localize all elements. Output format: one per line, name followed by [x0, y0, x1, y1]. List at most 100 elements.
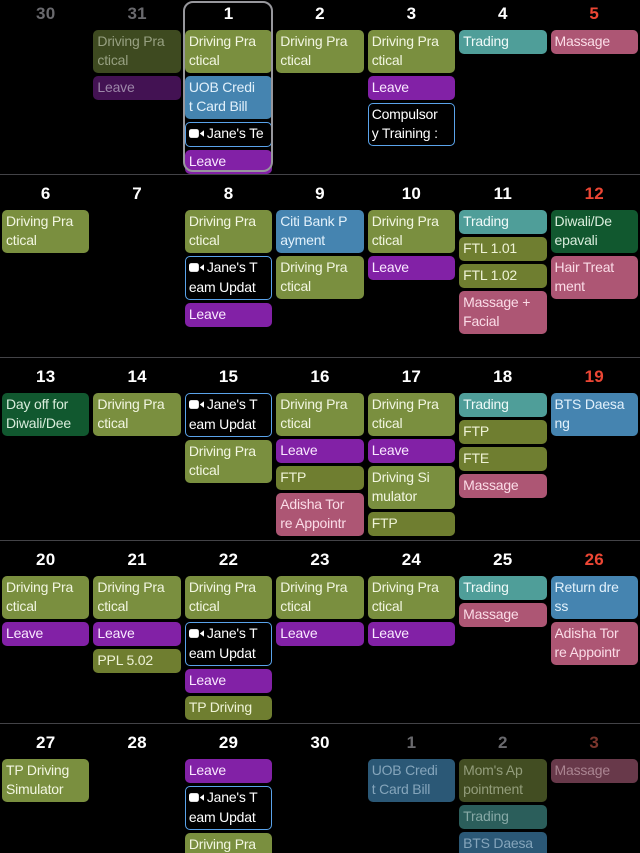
event-chip[interactable]: Jane's T eam Updat: [184, 622, 273, 666]
day-cell[interactable]: 13 Day off for Diwali/Dee: [0, 358, 91, 540]
day-cell[interactable]: 3 Massage: [549, 724, 640, 853]
event-chip[interactable]: Driving Si mulator: [367, 466, 456, 509]
day-cell[interactable]: 4 Trading: [457, 0, 548, 174]
event-chip[interactable]: Leave: [367, 76, 456, 100]
day-cell[interactable]: 26 Return dre ss Adisha Tor re Appointr: [549, 541, 640, 723]
event-chip[interactable]: TP Driving: [184, 696, 273, 720]
event-chip[interactable]: Leave: [367, 439, 456, 463]
event-chip[interactable]: Leave: [184, 150, 273, 174]
event-chip[interactable]: Jane's Te: [184, 122, 273, 147]
event-chip[interactable]: Trading: [459, 393, 547, 417]
day-cell[interactable]: 17 Driving Pra ctical Leave Driving Si mulato…: [366, 358, 457, 540]
event-chip[interactable]: Hair Treat ment: [550, 256, 638, 299]
day-cell[interactable]: 10 Driving Pra ctical Leave: [366, 175, 457, 357]
event-chip[interactable]: Massage: [459, 603, 547, 627]
day-cell[interactable]: 3 Driving Pra ctical Leave Compulsor y Traini…: [366, 0, 457, 174]
event-chip[interactable]: Adisha Tor re Appointr: [550, 622, 638, 665]
day-cell[interactable]: 31 Driving Pra ctical Leave: [91, 0, 182, 174]
event-chip[interactable]: Leave: [184, 759, 273, 783]
event-chip[interactable]: Leave: [2, 622, 90, 646]
event-chip[interactable]: Massage: [459, 474, 547, 498]
event-chip[interactable]: Citi Bank P ayment: [276, 210, 364, 253]
event-chip[interactable]: Leave: [93, 622, 181, 646]
day-cell[interactable]: 11 Trading FTL 1.01 FTL 1.02 Massage + Facial: [457, 175, 548, 357]
day-cell[interactable]: 1 Driving Pra ctical UOB Credi t Card Bill Ja…: [182, 0, 274, 174]
event-chip[interactable]: PPL 5.02: [93, 649, 181, 673]
day-cell[interactable]: 14 Driving Pra ctical: [91, 358, 182, 540]
event-chip[interactable]: Compulsor y Training :: [367, 103, 456, 146]
event-chip[interactable]: UOB Credi t Card Bill: [367, 759, 456, 802]
event-chip[interactable]: Massage: [550, 30, 638, 54]
event-chip[interactable]: Leave: [184, 669, 273, 693]
event-chip[interactable]: Massage: [550, 759, 638, 783]
event-chip[interactable]: FTL 1.02: [459, 264, 547, 288]
event-chip[interactable]: Leave: [367, 256, 456, 280]
event-chip[interactable]: TP Driving Simulator: [2, 759, 90, 802]
day-cell[interactable]: 19 BTS Daesa ng: [549, 358, 640, 540]
event-chip[interactable]: Return dre ss: [550, 576, 638, 619]
day-cell[interactable]: 9 Citi Bank P ayment Driving Pra ctical: [274, 175, 365, 357]
event-chip[interactable]: UOB Credi t Card Bill: [184, 76, 273, 119]
day-cell[interactable]: 18 Trading FTP FTE Massage: [457, 358, 548, 540]
event-chip[interactable]: Leave: [276, 439, 364, 463]
day-cell[interactable]: 24 Driving Pra ctical Leave: [366, 541, 457, 723]
event-chip[interactable]: Leave: [184, 303, 273, 327]
day-cell[interactable]: 29 Leave Jane's T eam Updat Driving Practica…: [183, 724, 274, 853]
day-cell[interactable]: 21 Driving Pra ctical Leave PPL 5.02: [91, 541, 182, 723]
day-cell[interactable]: 1 UOB Credi t Card Bill: [366, 724, 457, 853]
day-cell[interactable]: 22 Driving Pra ctical Jane's T eam Updat Leav…: [183, 541, 274, 723]
event-chip[interactable]: Diwali/De epavali: [550, 210, 638, 253]
event-chip[interactable]: Jane's T eam Updat: [184, 393, 273, 437]
day-cell[interactable]: 8 Driving Pra ctical Jane's T eam Updat Leave: [183, 175, 274, 357]
day-cell[interactable]: 7: [91, 175, 182, 357]
event-chip[interactable]: FTP: [367, 512, 456, 536]
event-chip[interactable]: Jane's T eam Updat: [184, 786, 273, 830]
day-cell[interactable]: 25 Trading Massage: [457, 541, 548, 723]
day-cell[interactable]: 6 Driving Pra ctical: [0, 175, 91, 357]
event-chip[interactable]: Leave: [93, 76, 181, 100]
event-chip[interactable]: Day off for Diwali/Dee: [2, 393, 90, 436]
day-cell[interactable]: 16 Driving Pra ctical Leave FTP Adisha Tor re …: [274, 358, 365, 540]
day-cell[interactable]: 2 Driving Pra ctical: [274, 0, 365, 174]
event-chip[interactable]: FTE: [459, 447, 547, 471]
event-chip[interactable]: Adisha Tor re Appointr: [276, 493, 364, 536]
day-cell[interactable]: 5 Massage: [549, 0, 640, 174]
day-cell[interactable]: 27 TP Driving Simulator: [0, 724, 91, 853]
event-chip[interactable]: Trading: [459, 805, 547, 829]
day-cell[interactable]: 28: [91, 724, 182, 853]
event-chip[interactable]: Leave: [367, 622, 456, 646]
event-chip[interactable]: Mom's Ap pointment: [459, 759, 547, 802]
day-cell[interactable]: 20 Driving Pra ctical Leave: [0, 541, 91, 723]
day-cell[interactable]: 15 Jane's T eam Updat Driving Pra ctical: [183, 358, 274, 540]
day-cell[interactable]: 30: [274, 724, 365, 853]
event-chip[interactable]: FTP: [459, 420, 547, 444]
event-chip[interactable]: Jane's T eam Updat: [184, 256, 273, 300]
event-chip[interactable]: FTP: [276, 466, 364, 490]
event-chip[interactable]: Trading: [459, 30, 547, 54]
event-chip[interactable]: Trading: [459, 210, 547, 234]
event-chip[interactable]: FTL 1.01: [459, 237, 547, 261]
event-chip[interactable]: Trading: [459, 576, 547, 600]
day-cell[interactable]: 12 Diwali/De epavali Hair Treat ment: [549, 175, 640, 357]
event-chip[interactable]: Leave: [276, 622, 364, 646]
